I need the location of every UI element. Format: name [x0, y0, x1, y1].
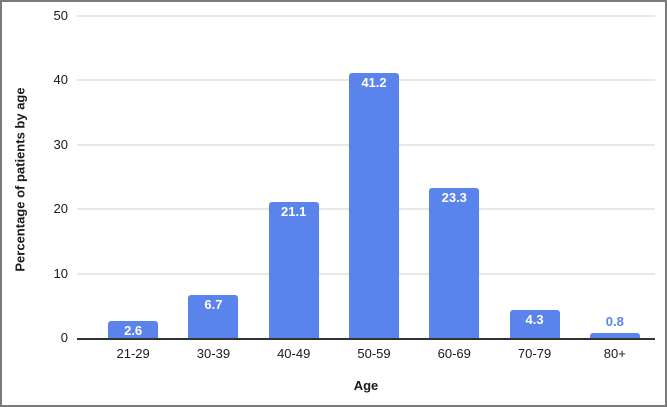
bar	[188, 294, 239, 338]
x-category-label: 80+	[603, 346, 626, 361]
bar-band: 2.6	[93, 18, 173, 338]
x-category-label: 21-29	[116, 346, 150, 361]
bar-value-label: 2.6	[124, 323, 143, 339]
bars-row: 2.6 6.7 21.1 41.2 23.3 4.3 0.8	[93, 18, 655, 338]
bar	[268, 202, 319, 338]
bar	[429, 187, 480, 338]
bar-value-label: 6.7	[204, 296, 223, 312]
bar-value-label: 21.1	[281, 204, 307, 220]
bar	[348, 72, 399, 338]
y-tick-label: 20	[53, 201, 68, 217]
y-tick-label: 40	[53, 72, 68, 88]
bar-band: 23.3	[414, 18, 494, 338]
bar	[509, 310, 560, 338]
bar-value-label: 0.8	[605, 313, 624, 329]
x-category-label: 30-39	[196, 346, 231, 361]
y-tick-label: 10	[53, 265, 68, 281]
bar	[108, 321, 159, 338]
bar-band: 6.7	[173, 18, 253, 338]
bar-value-label: 4.3	[525, 312, 544, 328]
y-tick-label: 0	[60, 330, 68, 345]
x-category-label: 70-79	[517, 346, 552, 361]
x-axis-category-labels: 21-29 30-39 40-49 50-59 60-69 70-79 80+	[93, 346, 655, 361]
bar-band: 4.3	[494, 18, 574, 338]
y-tick-label: 50	[53, 8, 68, 23]
y-tick-label: 30	[53, 136, 68, 152]
x-category-label: 50-59	[357, 346, 391, 361]
bar-band: 21.1	[254, 18, 334, 338]
y-axis-tick-labels: 0 10 20 30 40 50	[2, 8, 68, 345]
x-axis-title: Age	[353, 378, 379, 393]
bar-band: 0.8	[575, 18, 655, 338]
bar	[589, 332, 640, 338]
gridline	[77, 15, 655, 17]
plot-area: 2.6 6.7 21.1 41.2 23.3 4.3 0.8	[77, 15, 655, 340]
bar-band: 41.2	[334, 18, 414, 338]
x-category-label: 60-69	[437, 346, 471, 361]
x-category-label: 40-49	[277, 346, 311, 361]
bar-value-label: 41.2	[361, 74, 387, 90]
bar-value-label: 23.3	[441, 189, 467, 205]
